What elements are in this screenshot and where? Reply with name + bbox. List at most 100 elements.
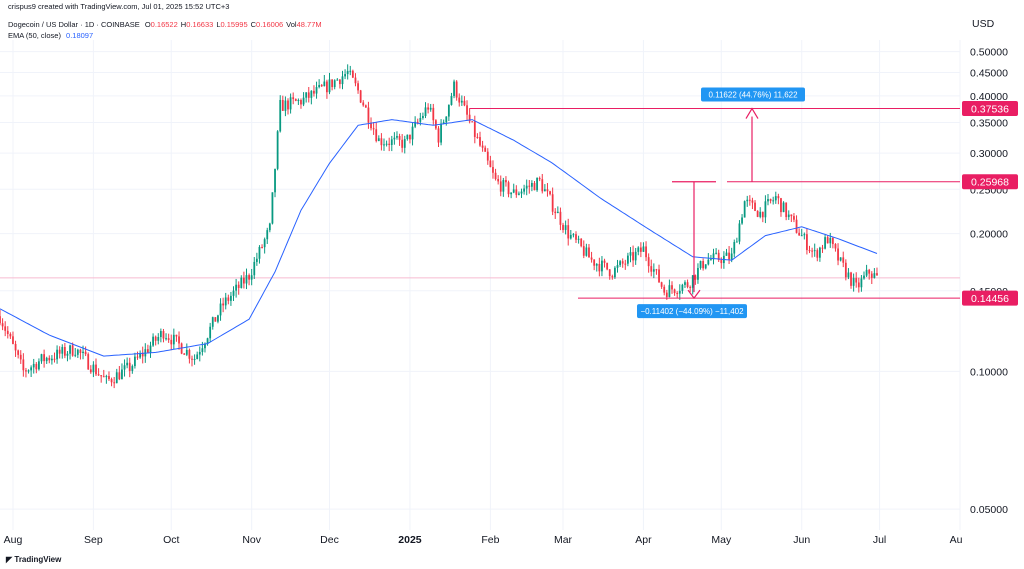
- currency-label: USD: [972, 18, 995, 30]
- ema-value: 0.18097: [66, 31, 94, 40]
- candle: [717, 249, 720, 262]
- candle-body: [844, 262, 847, 278]
- candle-body: [839, 257, 842, 261]
- candle-body: [4, 326, 7, 331]
- candle-body: [326, 81, 328, 93]
- candle: [178, 331, 180, 350]
- x-tick-label: Apr: [635, 534, 652, 546]
- price-axis[interactable]: 0.500000.450000.400000.350000.300000.250…: [962, 18, 1018, 516]
- candle: [632, 245, 634, 267]
- candle-body: [372, 128, 375, 130]
- candle-body: [658, 269, 660, 283]
- candle: [645, 241, 647, 262]
- candle-body: [333, 80, 336, 88]
- candle-body: [206, 338, 209, 344]
- candle-body: [211, 317, 214, 327]
- candle-body: [715, 252, 718, 254]
- candle-body: [281, 99, 284, 111]
- candle-body: [523, 188, 526, 192]
- candle: [806, 228, 808, 255]
- tradingview-logo[interactable]: ◤ TradingView: [6, 555, 61, 564]
- candle-body: [453, 81, 455, 97]
- candle-body: [720, 260, 723, 264]
- price-badge-box: [962, 174, 1018, 190]
- candle-body: [9, 333, 12, 337]
- candle-body: [582, 246, 585, 256]
- candle-body: [284, 100, 287, 111]
- annotations[interactable]: 0.11622 (44.76%) 11,622 −0.11402 (−44.09%…: [470, 87, 960, 319]
- candle-body: [30, 367, 33, 371]
- candle: [520, 188, 523, 198]
- candle-body: [323, 81, 326, 87]
- candle-body: [601, 260, 603, 272]
- candle: [79, 348, 82, 360]
- candle: [328, 72, 331, 95]
- candle: [146, 344, 149, 354]
- candle-body: [214, 317, 217, 322]
- candle-body: [367, 107, 370, 123]
- candle: [27, 369, 30, 374]
- candle-body: [629, 252, 632, 256]
- candle: [634, 247, 637, 265]
- candle: [603, 258, 606, 268]
- candle-body: [305, 92, 308, 98]
- candle-body: [162, 331, 165, 339]
- x-tick-label: Aug: [4, 534, 23, 546]
- candle-body: [157, 337, 160, 341]
- candle: [307, 87, 310, 103]
- candle-body: [699, 261, 702, 268]
- candle-body: [364, 105, 367, 108]
- candle-body: [250, 275, 253, 280]
- candle: [637, 246, 640, 256]
- ohlc-label: C: [250, 20, 257, 29]
- candle-body: [338, 79, 341, 85]
- candle-body: [97, 374, 100, 376]
- candle-body: [847, 272, 850, 278]
- candle: [159, 328, 162, 343]
- time-axis[interactable]: Aug Sep Oct Nov Dec 2025 Feb Mar Apr May Jun Jul Au: [4, 534, 963, 546]
- candle: [671, 281, 673, 294]
- candle: [53, 352, 56, 363]
- candle: [847, 268, 850, 280]
- candle-body: [793, 216, 795, 220]
- candle: [787, 210, 790, 220]
- candle-body: [401, 139, 404, 148]
- candle-body: [533, 182, 536, 191]
- candle-body: [447, 104, 450, 117]
- candle: [658, 264, 660, 283]
- candle: [211, 316, 214, 330]
- candle-body: [84, 351, 87, 355]
- candle: [263, 237, 266, 254]
- candle: [538, 176, 541, 182]
- candle-body: [458, 97, 461, 103]
- candle: [224, 292, 227, 310]
- candle-body: [499, 181, 502, 192]
- candle: [642, 242, 645, 252]
- candle-body: [128, 362, 131, 371]
- candle: [868, 268, 871, 280]
- candle: [549, 190, 551, 196]
- candle: [702, 258, 705, 271]
- candle-body: [274, 168, 276, 193]
- grid: [0, 40, 961, 530]
- candle: [608, 268, 611, 280]
- candle: [652, 263, 655, 279]
- candle-body: [559, 211, 562, 225]
- candle-body: [310, 90, 313, 98]
- candle-body: [684, 282, 686, 285]
- ema-label[interactable]: EMA (50, close): [8, 31, 61, 40]
- candle: [102, 369, 105, 378]
- y-tick-label: 0.30000: [970, 148, 1008, 160]
- candle-body: [510, 192, 513, 195]
- candle: [512, 183, 515, 194]
- candle: [476, 133, 479, 139]
- candle-body: [538, 178, 541, 180]
- candle-body: [35, 363, 38, 370]
- candle: [458, 93, 461, 107]
- symbol-line[interactable]: Dogecoin / US Dollar · 1D · COINBASE: [8, 20, 140, 29]
- candle-body: [780, 198, 782, 213]
- candle: [795, 215, 798, 234]
- candle: [74, 347, 77, 358]
- candle-body: [419, 117, 422, 122]
